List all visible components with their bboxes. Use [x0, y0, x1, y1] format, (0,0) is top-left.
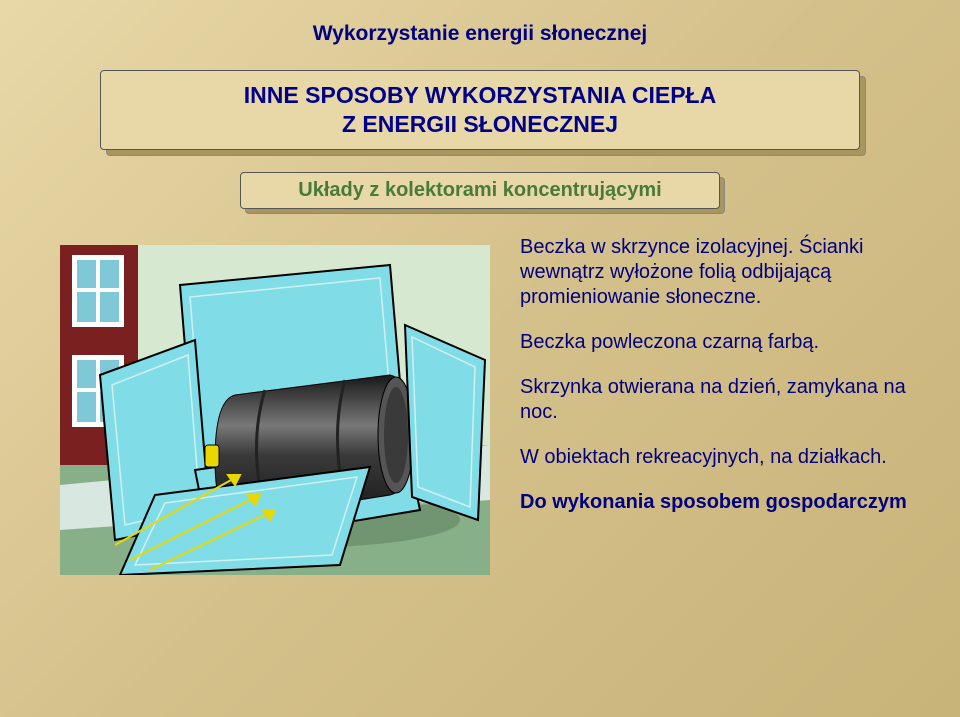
page-title: Wykorzystanie energii słonecznej: [0, 0, 960, 46]
window-upper: [72, 255, 124, 327]
para-4: W obiektach rekreacyjnych, na działkach.: [520, 445, 920, 470]
sub-heading-box: Układy z kolektorami koncentrującymi: [240, 172, 720, 209]
main-heading-box: INNE SPOSOBY WYKORZYSTANIA CIEPŁA Z ENER…: [100, 70, 860, 150]
para-1: Beczka w skrzynce izolacyjnej. Ścianki w…: [520, 235, 920, 310]
panel-right: [405, 325, 485, 520]
heading-front: INNE SPOSOBY WYKORZYSTANIA CIEPŁA Z ENER…: [100, 70, 860, 150]
para-5: Do wykonania sposobem gospodarczym: [520, 490, 920, 515]
sub-heading: Układy z kolektorami koncentrującymi: [240, 172, 720, 209]
heading-line2: Z ENERGII SŁONECZNEJ: [342, 111, 618, 137]
para-2: Beczka powleczona czarną farbą.: [520, 330, 920, 355]
heading-line1: INNE SPOSOBY WYKORZYSTANIA CIEPŁA: [244, 82, 716, 108]
solar-barrel-illustration: [60, 245, 490, 575]
text-column: Beczka w skrzynce izolacyjnej. Ścianki w…: [520, 235, 920, 575]
content-area: Beczka w skrzynce izolacyjnej. Ścianki w…: [0, 235, 960, 575]
para-3: Skrzynka otwierana na dzień, zamykana na…: [520, 375, 920, 425]
